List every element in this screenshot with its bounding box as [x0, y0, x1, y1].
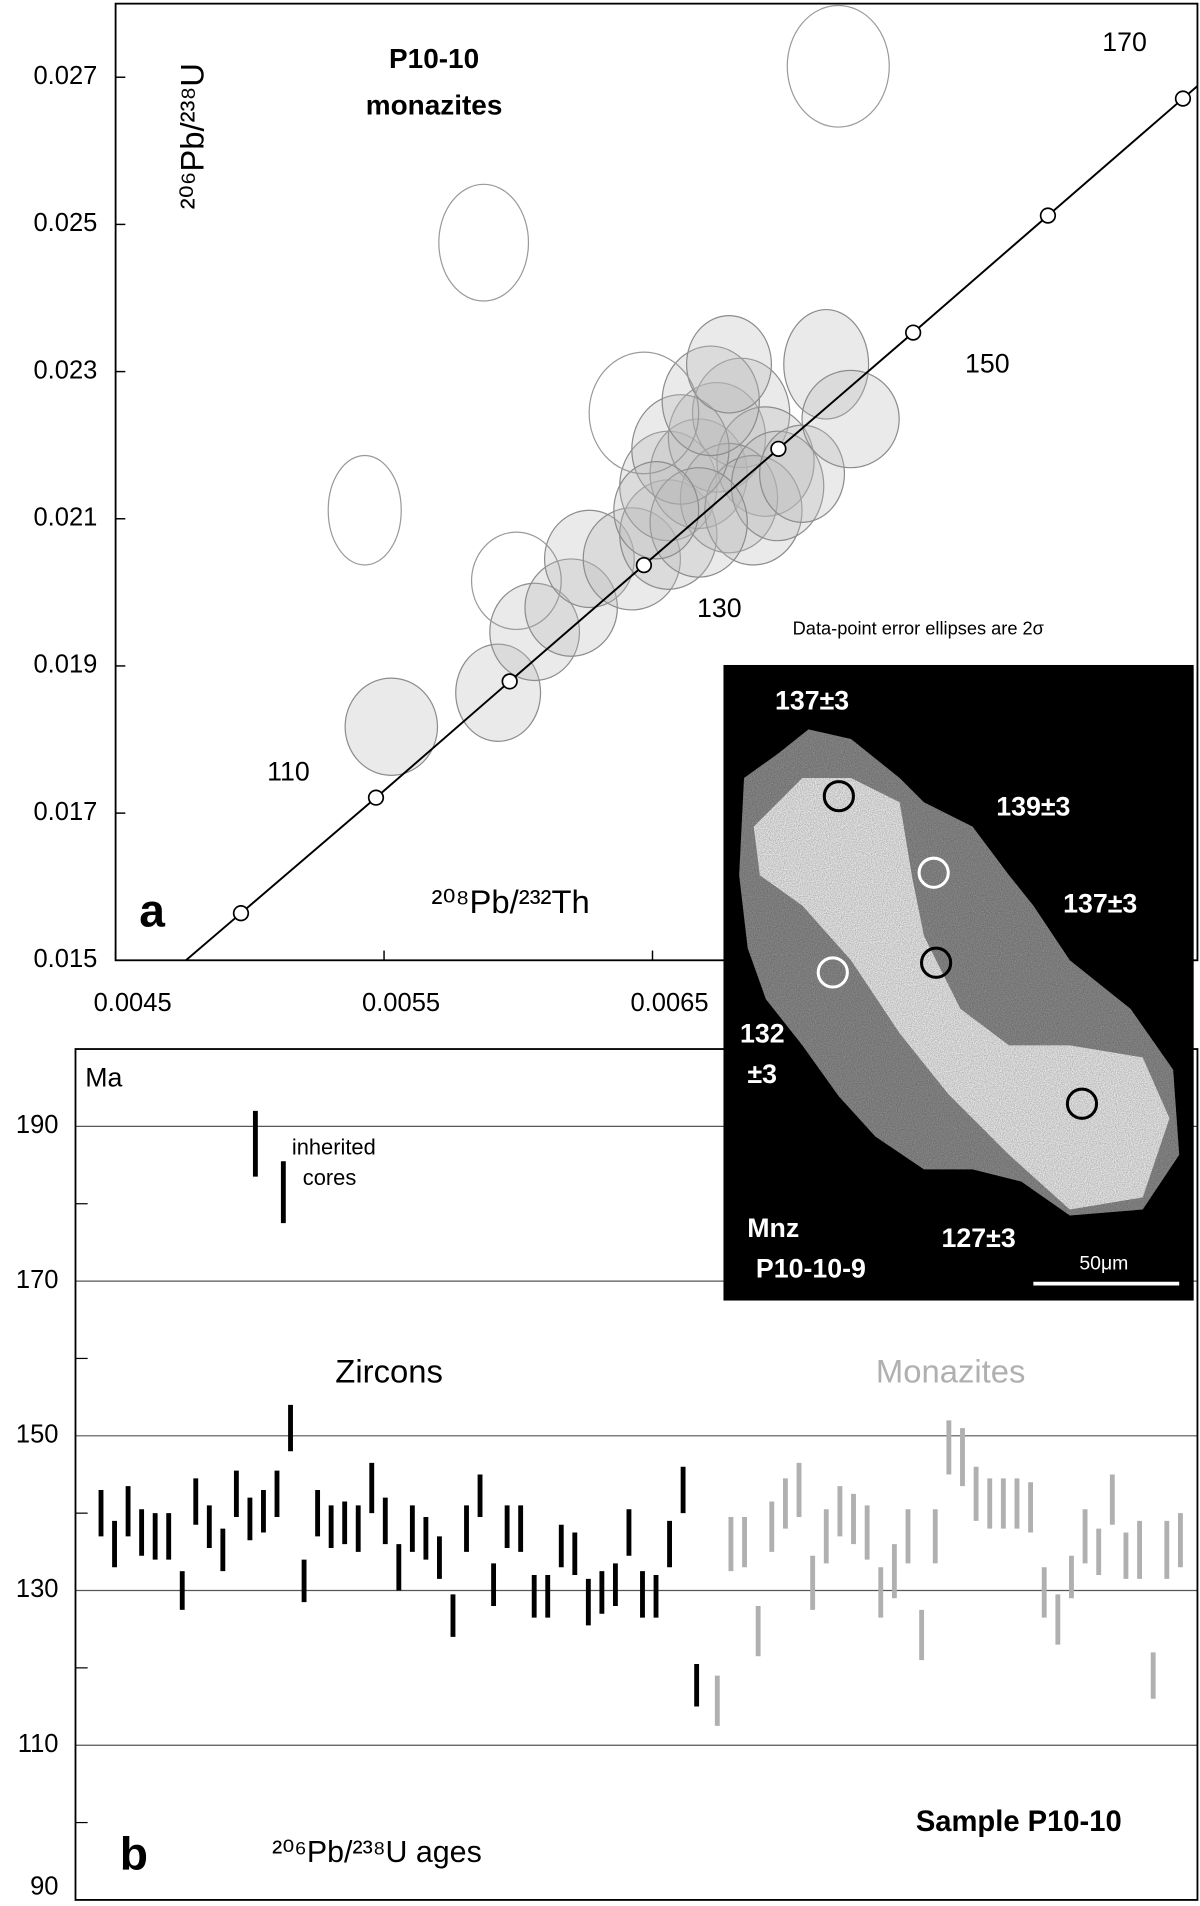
spot-circle — [816, 956, 849, 989]
scale-label: 50μm — [1079, 1252, 1128, 1274]
concordia-marker — [501, 673, 518, 690]
concordia-curve — [240, 97, 1184, 914]
y-tick-label: 110 — [18, 1730, 59, 1758]
x-tick-label: 0.0065 — [630, 989, 708, 1017]
concordia-age-label: 170 — [1102, 27, 1147, 57]
concordia-age-label: 110 — [267, 756, 310, 786]
inset-image: 137±3 139±3 137±3 132 ±3 127±3 Mnz P10-10-9 50μm — [723, 664, 1194, 1301]
error-ellipse — [543, 509, 635, 609]
plot-frame — [114, 2, 1199, 962]
annotation: cores — [303, 1165, 357, 1190]
open-error-ellipse — [438, 183, 530, 302]
spot-circle — [1065, 1087, 1099, 1120]
y-tick-label: 0.027 — [34, 62, 98, 90]
x-tick-label: 0.0055 — [362, 989, 440, 1017]
panel-a: 110 130 150 170 0.015 0.017 0.019 0.021 0.023 0.0… — [34, 2, 1199, 1017]
open-error-ellipse — [327, 454, 402, 566]
y-tick-label: 0.017 — [34, 798, 98, 826]
concordia-marker — [905, 324, 922, 341]
chart-title: Sample P10-10 — [916, 1806, 1122, 1838]
error-ellipse — [455, 643, 542, 742]
y-tick-label: 190 — [16, 1111, 59, 1139]
error-ellipse — [582, 507, 682, 611]
grain-bright-texture — [753, 777, 1170, 1210]
open-error-ellipse — [588, 351, 700, 475]
y-tick-label: 130 — [16, 1575, 59, 1603]
x-axis-label: ²⁰⁸Pb/²³²Th — [432, 883, 590, 920]
y-tick-label: 0.021 — [34, 503, 98, 531]
error-ellipse — [783, 308, 870, 420]
error-ellipse — [649, 467, 748, 578]
annotation: Data-point error ellipses are 2σ — [793, 617, 1044, 638]
series-label: Zircons — [335, 1352, 443, 1389]
error-ellipse — [489, 582, 581, 682]
error-ellipse — [730, 430, 825, 542]
y-tick-label: 170 — [16, 1266, 59, 1294]
panel-label: b — [120, 1828, 148, 1880]
plot-frame — [74, 1048, 1199, 1901]
inset-label: 137±3 — [775, 686, 849, 716]
concordia-marker — [1039, 207, 1057, 224]
error-ellipse — [631, 394, 730, 505]
error-ellipse — [704, 454, 803, 566]
concordia-marker — [770, 440, 787, 457]
open-error-ellipse — [786, 4, 890, 128]
concordia-marker — [232, 905, 250, 922]
y-tick-label: 150 — [16, 1421, 59, 1449]
inset-label: Mnz — [747, 1213, 799, 1243]
inset-label: P10-10-9 — [756, 1253, 866, 1283]
concordia-age-label: 150 — [965, 348, 1010, 378]
series-label: Monazites — [876, 1352, 1026, 1389]
y-tick-label: 90 — [30, 1873, 58, 1901]
inset-label: 139±3 — [996, 791, 1070, 821]
y-tick-label: 0.015 — [34, 945, 98, 973]
plot-area — [184, 4, 1198, 961]
chart-title: P10-10 — [389, 43, 479, 74]
error-ellipse — [344, 677, 439, 776]
error-ellipse — [661, 345, 760, 457]
spot-circle — [917, 856, 950, 889]
inset-label: 132 — [740, 1019, 785, 1049]
y-tick-label: 0.019 — [34, 651, 98, 679]
spot-circle — [919, 946, 953, 979]
y-axis-label: Ma — [85, 1062, 122, 1092]
inset-label: ±3 — [748, 1059, 778, 1089]
y-axis-label: ²⁰⁶Pb/²³⁸U — [173, 63, 210, 209]
y-tick-label: 0.023 — [34, 356, 98, 384]
chart-subtitle: monazites — [366, 89, 503, 120]
error-ellipse — [801, 369, 900, 469]
y-tick-label: 0.025 — [34, 209, 98, 237]
open-error-ellipse — [470, 531, 562, 631]
annotation: inherited — [292, 1134, 376, 1159]
x-axis-label: ²⁰⁶Pb/²³⁸U ages — [272, 1835, 482, 1869]
concordia-marker — [635, 556, 653, 574]
concordia-age-label: 130 — [697, 593, 742, 623]
error-ellipse — [685, 315, 773, 414]
concordia-marker — [1174, 90, 1192, 107]
concordia-marker — [367, 789, 385, 806]
inset-label: 137±3 — [1063, 889, 1137, 919]
error-ellipse — [613, 460, 700, 560]
x-tick-label: 0.0045 — [94, 989, 172, 1017]
panel-label: a — [139, 884, 165, 936]
spot-circle — [822, 780, 855, 813]
inset-label: 127±3 — [942, 1223, 1016, 1253]
